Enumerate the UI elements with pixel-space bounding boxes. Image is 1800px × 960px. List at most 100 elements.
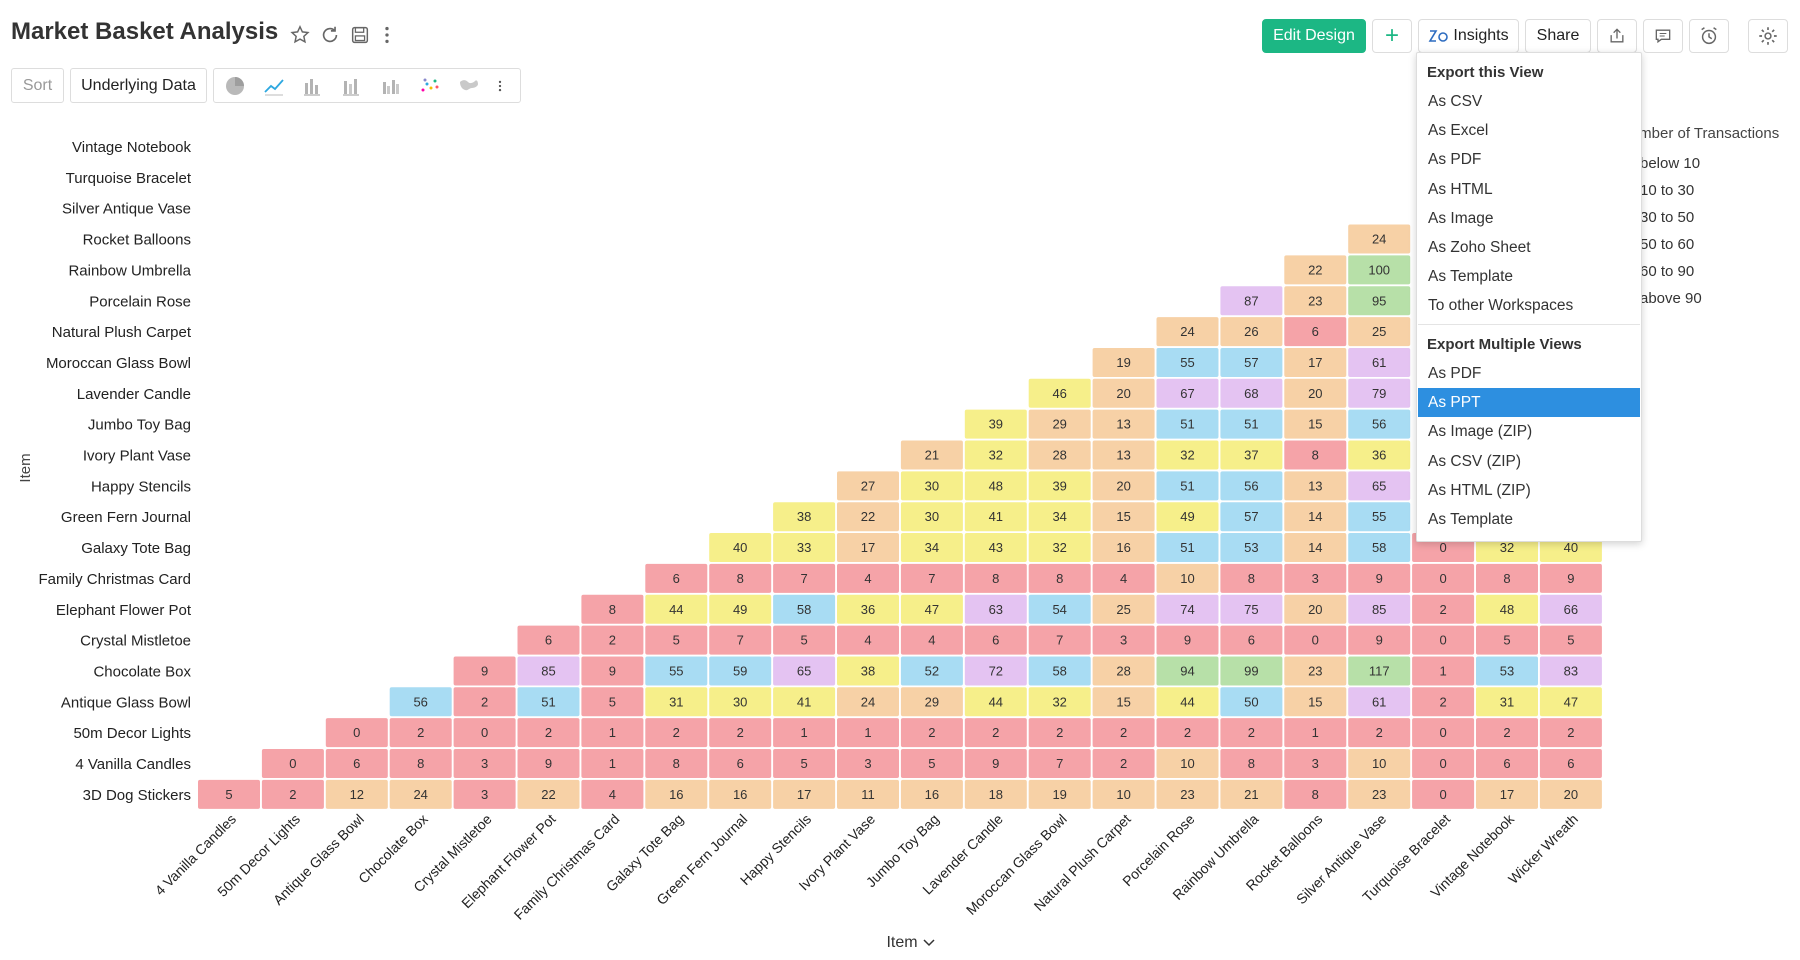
heatmap-cell[interactable] <box>1284 656 1347 686</box>
insights-button[interactable]: Insights <box>1418 19 1519 53</box>
heatmap-cell[interactable] <box>261 749 324 778</box>
heatmap-cell[interactable] <box>645 594 708 624</box>
heatmap-cell[interactable] <box>581 656 644 686</box>
heatmap-cell[interactable] <box>517 718 580 748</box>
heatmap-cell[interactable] <box>1028 656 1091 686</box>
heatmap-cell[interactable] <box>1348 286 1411 316</box>
heatmap-cell[interactable] <box>964 440 1027 470</box>
comment-button[interactable] <box>1643 19 1683 53</box>
menu-item[interactable]: As CSV (ZIP) <box>1428 452 1522 470</box>
bar-chart-icon[interactable] <box>298 74 328 98</box>
heatmap-cell[interactable] <box>1348 255 1411 285</box>
heatmap-cell[interactable] <box>517 656 580 686</box>
heatmap-cell[interactable] <box>1348 594 1411 624</box>
heatmap-cell[interactable] <box>1028 533 1091 563</box>
refresh-icon[interactable] <box>319 24 341 46</box>
heatmap-cell[interactable] <box>1284 779 1347 809</box>
heatmap-cell[interactable] <box>517 625 580 655</box>
heatmap-cell[interactable] <box>964 749 1027 778</box>
heatmap-cell[interactable] <box>900 533 963 563</box>
heatmap-cell[interactable] <box>837 533 899 563</box>
heatmap-cell[interactable] <box>709 749 772 778</box>
heatmap-cell[interactable] <box>581 779 644 809</box>
heatmap-cell[interactable] <box>1028 502 1091 532</box>
heatmap-cell[interactable] <box>1348 779 1411 809</box>
heatmap-cell[interactable] <box>709 779 772 809</box>
heatmap-cell[interactable] <box>1220 286 1283 316</box>
heatmap-cell[interactable] <box>1220 409 1283 439</box>
heatmap-cell[interactable] <box>1028 625 1091 655</box>
heatmap-cell[interactable] <box>900 779 963 809</box>
heatmap-cell[interactable] <box>1284 317 1347 347</box>
heatmap-cell[interactable] <box>1220 563 1283 593</box>
menu-item[interactable]: As Template <box>1428 268 1514 286</box>
heatmap-cell[interactable] <box>837 563 899 593</box>
heatmap-cell[interactable] <box>900 440 963 470</box>
heatmap-cell[interactable] <box>1284 687 1347 717</box>
heatmap-cell[interactable] <box>1284 286 1347 316</box>
menu-item[interactable]: As PPT <box>1418 388 1640 418</box>
heatmap-cell[interactable] <box>389 779 452 809</box>
heatmap-cell[interactable] <box>964 502 1027 532</box>
heatmap-cell[interactable] <box>1028 779 1091 809</box>
heatmap-cell[interactable] <box>1284 502 1347 532</box>
menu-item[interactable]: As Template <box>1428 511 1514 528</box>
heatmap-cell[interactable] <box>709 563 772 593</box>
heatmap-cell[interactable] <box>1220 378 1283 408</box>
heatmap-cell[interactable] <box>773 533 836 563</box>
heatmap-cell[interactable] <box>1348 378 1411 408</box>
heatmap-cell[interactable] <box>1156 594 1219 624</box>
heatmap-cell[interactable] <box>1412 749 1475 778</box>
heatmap-cell[interactable] <box>581 687 644 717</box>
heatmap-cell[interactable] <box>1092 594 1155 624</box>
menu-item[interactable]: As PDF <box>1428 365 1482 382</box>
heatmap-cell[interactable] <box>1348 718 1411 748</box>
heatmap-cell[interactable] <box>581 718 644 748</box>
heatmap-cell[interactable] <box>837 594 899 624</box>
heatmap-cell[interactable] <box>1092 749 1155 778</box>
menu-item[interactable]: As PDF <box>1428 151 1482 169</box>
heatmap-cell[interactable] <box>1539 563 1602 593</box>
menu-item[interactable]: As HTML <box>1428 180 1493 198</box>
heatmap-cell[interactable] <box>645 656 708 686</box>
heatmap-cell[interactable] <box>453 656 516 686</box>
heatmap-cell[interactable] <box>1220 718 1283 748</box>
heatmap-cell[interactable] <box>1028 440 1091 470</box>
heatmap-cell[interactable] <box>1028 749 1091 778</box>
heatmap-cell[interactable] <box>1284 533 1347 563</box>
stacked-bar-icon[interactable] <box>337 74 367 98</box>
menu-item[interactable]: As Excel <box>1428 122 1489 140</box>
heatmap-cell[interactable] <box>837 749 899 778</box>
menu-item[interactable]: As Image (ZIP) <box>1428 423 1533 441</box>
heatmap-cell[interactable] <box>1156 347 1219 377</box>
heatmap-cell[interactable] <box>1156 656 1219 686</box>
heatmap-cell[interactable] <box>964 779 1027 809</box>
heatmap-cell[interactable] <box>1284 378 1347 408</box>
chevron-down-icon[interactable] <box>923 939 935 947</box>
heatmap-cell[interactable] <box>773 718 836 748</box>
scatter-icon[interactable] <box>415 74 445 98</box>
heatmap-cell[interactable] <box>453 749 516 778</box>
legend-item[interactable]: below 10 <box>1620 150 1779 177</box>
heatmap-cell[interactable] <box>1220 779 1283 809</box>
heatmap-cell[interactable] <box>964 409 1027 439</box>
grouped-bar-icon[interactable] <box>376 74 406 98</box>
heatmap-cell[interactable] <box>964 563 1027 593</box>
heatmap-cell[interactable] <box>1156 718 1219 748</box>
heatmap-cell[interactable] <box>1348 656 1411 686</box>
heatmap-cell[interactable] <box>1092 378 1155 408</box>
heatmap-cell[interactable] <box>1156 779 1219 809</box>
heatmap-cell[interactable] <box>1348 471 1411 501</box>
heatmap-cell[interactable] <box>964 625 1027 655</box>
heatmap-cell[interactable] <box>1539 779 1602 809</box>
star-icon[interactable] <box>289 24 311 46</box>
heatmap-cell[interactable] <box>837 502 899 532</box>
heatmap-cell[interactable] <box>1028 718 1091 748</box>
heatmap-cell[interactable] <box>964 656 1027 686</box>
heatmap-cell[interactable] <box>709 687 772 717</box>
legend-item[interactable]: 30 to 50 <box>1620 204 1779 231</box>
heatmap-cell[interactable] <box>261 779 324 809</box>
heatmap-cell[interactable] <box>1412 687 1475 717</box>
heatmap-cell[interactable] <box>773 625 836 655</box>
legend-item[interactable]: above 90 <box>1620 285 1779 312</box>
